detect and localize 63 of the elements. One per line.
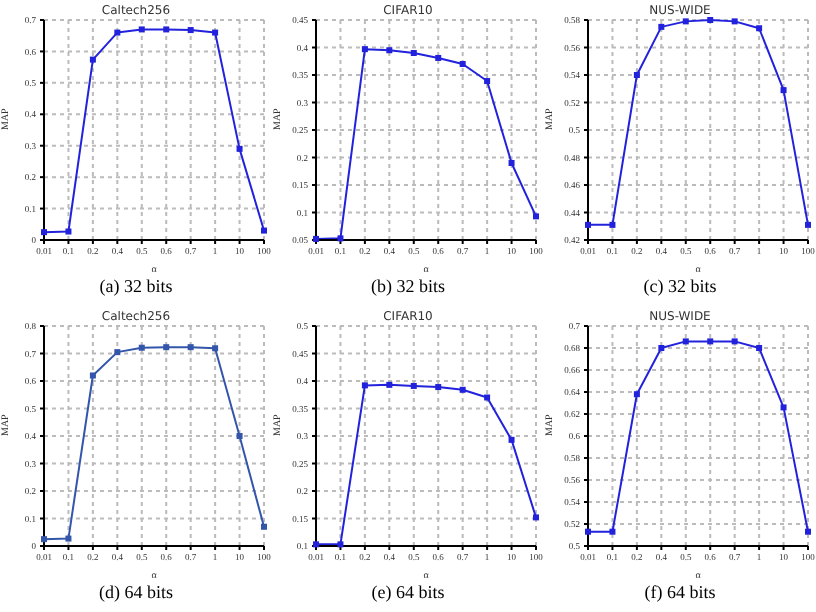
- point: [65, 535, 72, 542]
- point: [756, 25, 763, 32]
- point: [138, 26, 145, 33]
- point: [633, 72, 640, 78]
- point: [114, 29, 121, 36]
- point: [484, 78, 491, 85]
- point: [731, 18, 738, 25]
- point: [484, 394, 491, 401]
- point: [609, 528, 616, 535]
- point: [508, 160, 515, 166]
- point: [780, 87, 787, 94]
- text: (e) 64 bits: [369, 582, 447, 602]
- point: [805, 528, 811, 535]
- point: [658, 345, 665, 351]
- point: [187, 27, 194, 34]
- point: [459, 386, 466, 393]
- point: [89, 56, 96, 63]
- point: [386, 47, 393, 54]
- point: [261, 227, 267, 234]
- point: [756, 345, 763, 351]
- point: [386, 381, 393, 388]
- point: [163, 26, 170, 33]
- point: [435, 384, 442, 391]
- point: [435, 54, 442, 61]
- point: [236, 145, 243, 152]
- text: (a) 32 bits: [97, 276, 175, 296]
- point: [41, 229, 47, 236]
- text: (c) 32 bits: [641, 276, 719, 296]
- point: [533, 213, 539, 220]
- point: [731, 338, 738, 345]
- text: (b) 32 bits: [369, 276, 447, 296]
- point: [682, 18, 689, 25]
- point: [658, 23, 665, 30]
- point: [261, 523, 267, 530]
- point: [508, 436, 515, 443]
- point: [410, 50, 417, 56]
- point: [707, 338, 714, 345]
- point: [212, 29, 219, 36]
- point: [609, 221, 616, 228]
- text: (f) 64 bits: [642, 582, 718, 602]
- point: [533, 514, 539, 521]
- point: [187, 344, 194, 351]
- line-series: [41, 26, 267, 236]
- point: [682, 338, 689, 345]
- point: [212, 345, 219, 352]
- point: [361, 46, 368, 53]
- point: [410, 382, 417, 389]
- point: [138, 344, 145, 351]
- point: [114, 349, 121, 356]
- point: [236, 433, 243, 439]
- point: [585, 528, 591, 535]
- point: [707, 17, 714, 23]
- point: [361, 382, 368, 389]
- point: [780, 404, 787, 411]
- point: [163, 344, 170, 351]
- point: [805, 221, 811, 228]
- point: [89, 372, 96, 379]
- point: [585, 221, 591, 228]
- line-series: [585, 338, 811, 535]
- text: (d) 64 bits: [97, 582, 175, 602]
- point: [459, 61, 466, 67]
- point: [633, 391, 640, 398]
- point: [65, 228, 72, 235]
